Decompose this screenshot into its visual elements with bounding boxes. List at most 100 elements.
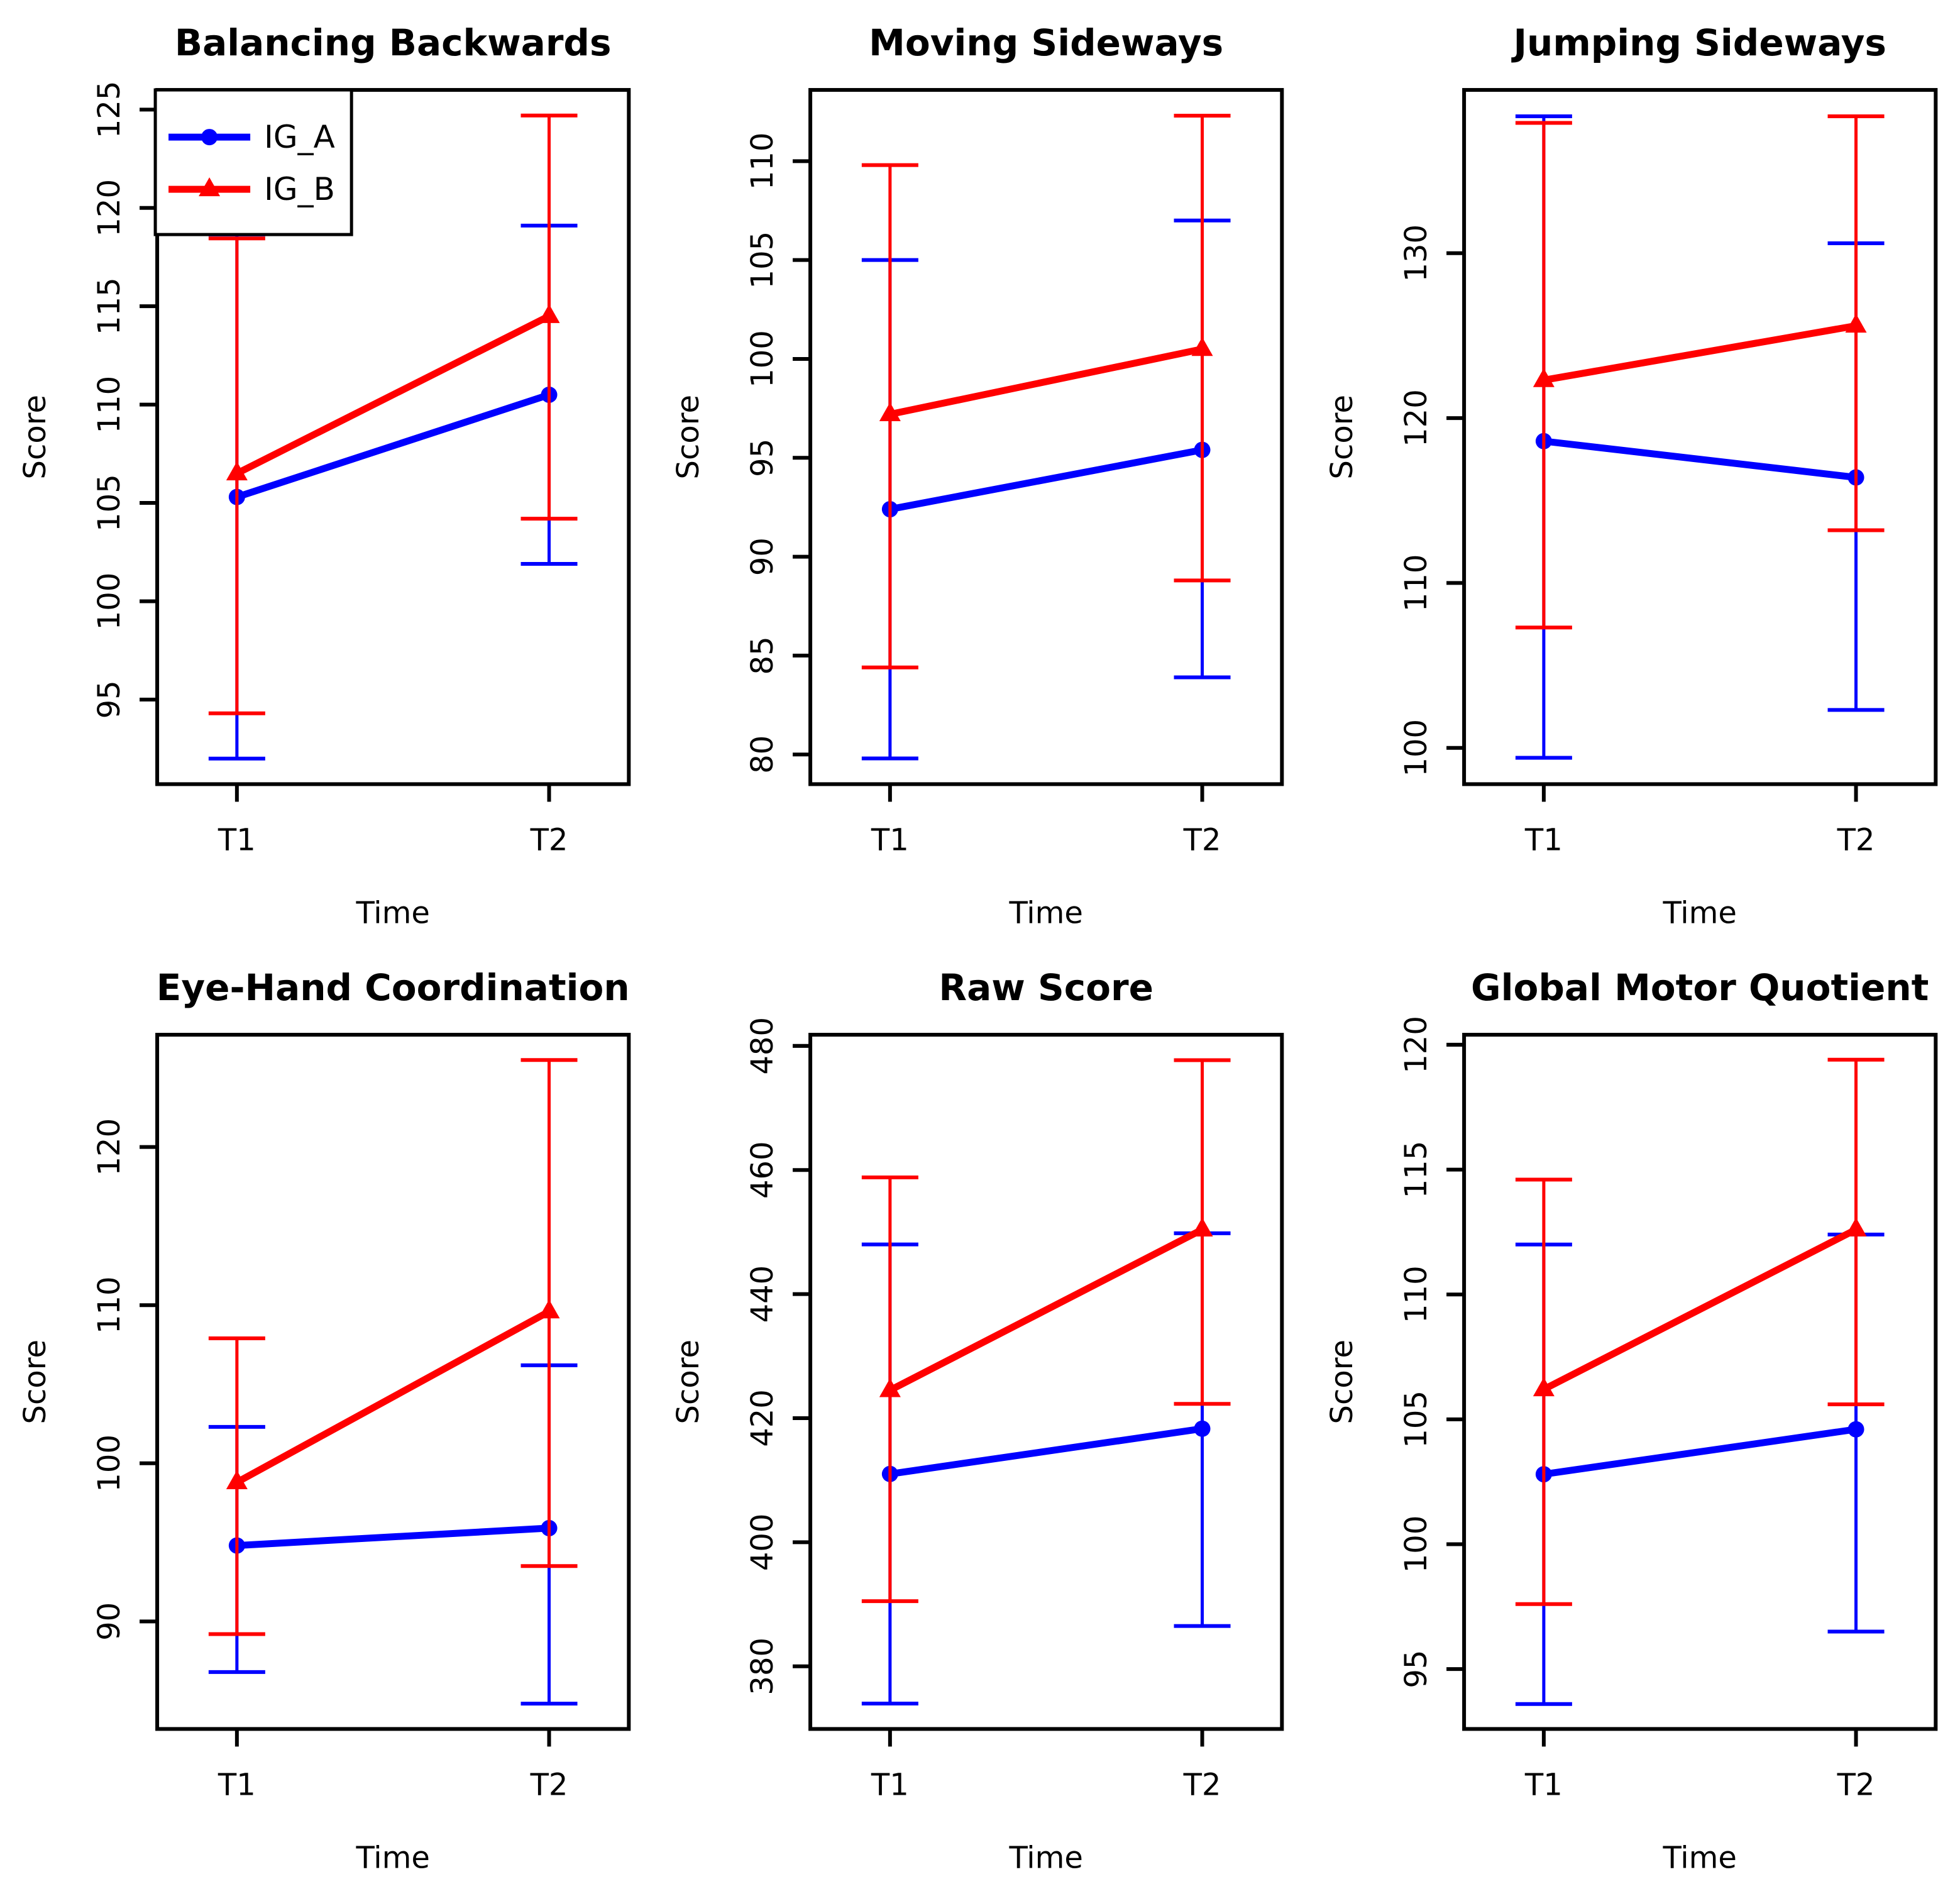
triangle-marker (1845, 1217, 1867, 1236)
x-tick-label: T2 (530, 822, 568, 857)
y-tick-label: 120 (1399, 389, 1434, 447)
x-axis-label: Time (355, 895, 429, 930)
x-tick-label: T1 (217, 822, 256, 857)
series-line (889, 446, 1203, 513)
series-IG_B (862, 113, 1231, 669)
y-axis-label: Score (1324, 1340, 1360, 1424)
x-axis-label: Time (1662, 895, 1736, 930)
plot-frame (1462, 1032, 1937, 1731)
y-tick-label: 80 (745, 735, 780, 774)
series-IG_A (208, 1363, 578, 1705)
y-tick-label: 95 (92, 680, 127, 719)
x-tick-label: T1 (871, 1767, 909, 1802)
y-tick-label: 105 (92, 474, 127, 532)
circle-marker (1194, 1420, 1211, 1437)
triangle-marker (538, 304, 560, 323)
y-tick-label: 95 (1399, 1649, 1434, 1688)
x-axis-label: Time (1009, 895, 1083, 930)
y-axis-label: Score (1324, 395, 1360, 479)
chart-svg: Balancing Backwards 95 100 105 110 115 120 125 T… (18, 21, 631, 930)
y-tick-label: 110 (745, 133, 780, 190)
chart-svg: Moving Sideways 80 85 90 95 100 105 110 T1 T2 Scor… (671, 21, 1284, 930)
series-line (889, 345, 1203, 418)
triangle-marker (1191, 1217, 1213, 1236)
y-tick-label: 110 (1399, 1265, 1434, 1323)
y-tick-label: 380 (745, 1637, 780, 1695)
triangle-marker (1191, 337, 1213, 356)
y-tick-label: 100 (745, 330, 780, 388)
y-tick-label: 105 (745, 231, 780, 289)
x-tick-label: T2 (1836, 1767, 1875, 1802)
y-tick-label: 100 (92, 1434, 127, 1492)
series-line (889, 1424, 1203, 1477)
y-tick-label: 400 (745, 1513, 780, 1571)
chart-title: Jumping Sideways (1511, 21, 1886, 64)
chart-panel-global-motor-quotient: Global Motor Quotient 95 100 105 110 115 120 T1… (1307, 945, 1960, 1889)
y-tick-label: 130 (1399, 224, 1434, 282)
x-axis-label: Time (1662, 1840, 1736, 1875)
chart-svg: Eye-Hand Coordination 90 100 110 120 T1 T2 Scor… (18, 966, 631, 1875)
triangle-marker (879, 1378, 901, 1397)
series-IG_A (862, 218, 1231, 761)
series-IG_A (1515, 1232, 1885, 1706)
x-tick-label: T1 (1524, 822, 1563, 857)
y-tick-label: 460 (745, 1141, 780, 1199)
triangle-marker (226, 1470, 248, 1489)
legend: IG_A IG_B (153, 88, 353, 236)
x-tick-label: T2 (1183, 822, 1221, 857)
series-line (236, 391, 551, 500)
series-IG_B (1515, 1057, 1885, 1606)
chart-svg: Global Motor Quotient 95 100 105 110 115 120 T1… (1324, 966, 1937, 1875)
triangle-marker (538, 1299, 560, 1318)
chart-svg: Raw Score 380 400 420 440 460 480 T1 T2 Score Time (671, 966, 1284, 1875)
y-tick-label: 125 (92, 81, 127, 139)
y-tick-label: 105 (1399, 1391, 1434, 1448)
y-tick-label: 90 (92, 1602, 127, 1640)
series-IG_B (862, 1058, 1231, 1603)
y-tick-label: 85 (745, 636, 780, 675)
x-axis-label: Time (355, 1840, 429, 1875)
series-line (1543, 322, 1857, 384)
series-line (1543, 438, 1856, 481)
series-IG_B (208, 1057, 578, 1636)
y-tick-label: 420 (745, 1389, 780, 1447)
series-line (236, 1524, 549, 1549)
y-tick-label: 120 (92, 179, 127, 237)
plot-frame (1462, 88, 1937, 786)
y-axis-label: Score (18, 395, 53, 479)
x-tick-label: T2 (530, 1767, 568, 1802)
y-tick-label: 110 (1399, 554, 1434, 612)
plot-frame (808, 88, 1284, 786)
triangle-marker (879, 402, 901, 422)
chart-title: Global Motor Quotient (1471, 966, 1929, 1009)
y-tick-label: 120 (1399, 1016, 1434, 1074)
chart-panel-jumping-sideways: Jumping Sideways 100 110 120 130 T1 T2 Score Tim… (1307, 0, 1960, 945)
y-axis-label: Score (18, 1340, 53, 1424)
x-tick-label: T2 (1183, 1767, 1221, 1802)
triangle-marker (1533, 1377, 1555, 1396)
x-tick-label: T1 (217, 1767, 256, 1802)
y-tick-label: 120 (92, 1118, 127, 1176)
y-tick-label: 95 (745, 439, 780, 477)
chart-panel-moving-sideways: Moving Sideways 80 85 90 95 100 105 110 T1 T2 Scor… (653, 0, 1306, 945)
y-tick-label: 115 (92, 277, 127, 335)
y-tick-label: 100 (92, 573, 127, 631)
x-tick-label: T2 (1836, 822, 1875, 857)
legend-box (153, 88, 353, 236)
chart-title: Eye-Hand Coordination (157, 966, 630, 1009)
series-IG_B (1515, 114, 1885, 630)
x-axis-label: Time (1009, 1840, 1083, 1875)
y-tick-label: 110 (92, 376, 127, 434)
series-IG_A (862, 1231, 1231, 1705)
legend-triangle-marker (199, 177, 221, 197)
series-line (1543, 1425, 1856, 1478)
chart-panel-balancing-backwards: Balancing Backwards 95 100 105 110 115 120 125 T… (0, 0, 653, 945)
series-IG_A (1515, 114, 1885, 760)
chart-panel-raw-score: Raw Score 380 400 420 440 460 480 T1 T2 Score Time (653, 945, 1306, 1889)
y-tick-label: 480 (745, 1016, 780, 1074)
series-line (235, 312, 551, 477)
chart-title: Raw Score (939, 966, 1154, 1009)
legend-label: IG_B (264, 171, 335, 207)
series-IG_A (208, 223, 578, 761)
